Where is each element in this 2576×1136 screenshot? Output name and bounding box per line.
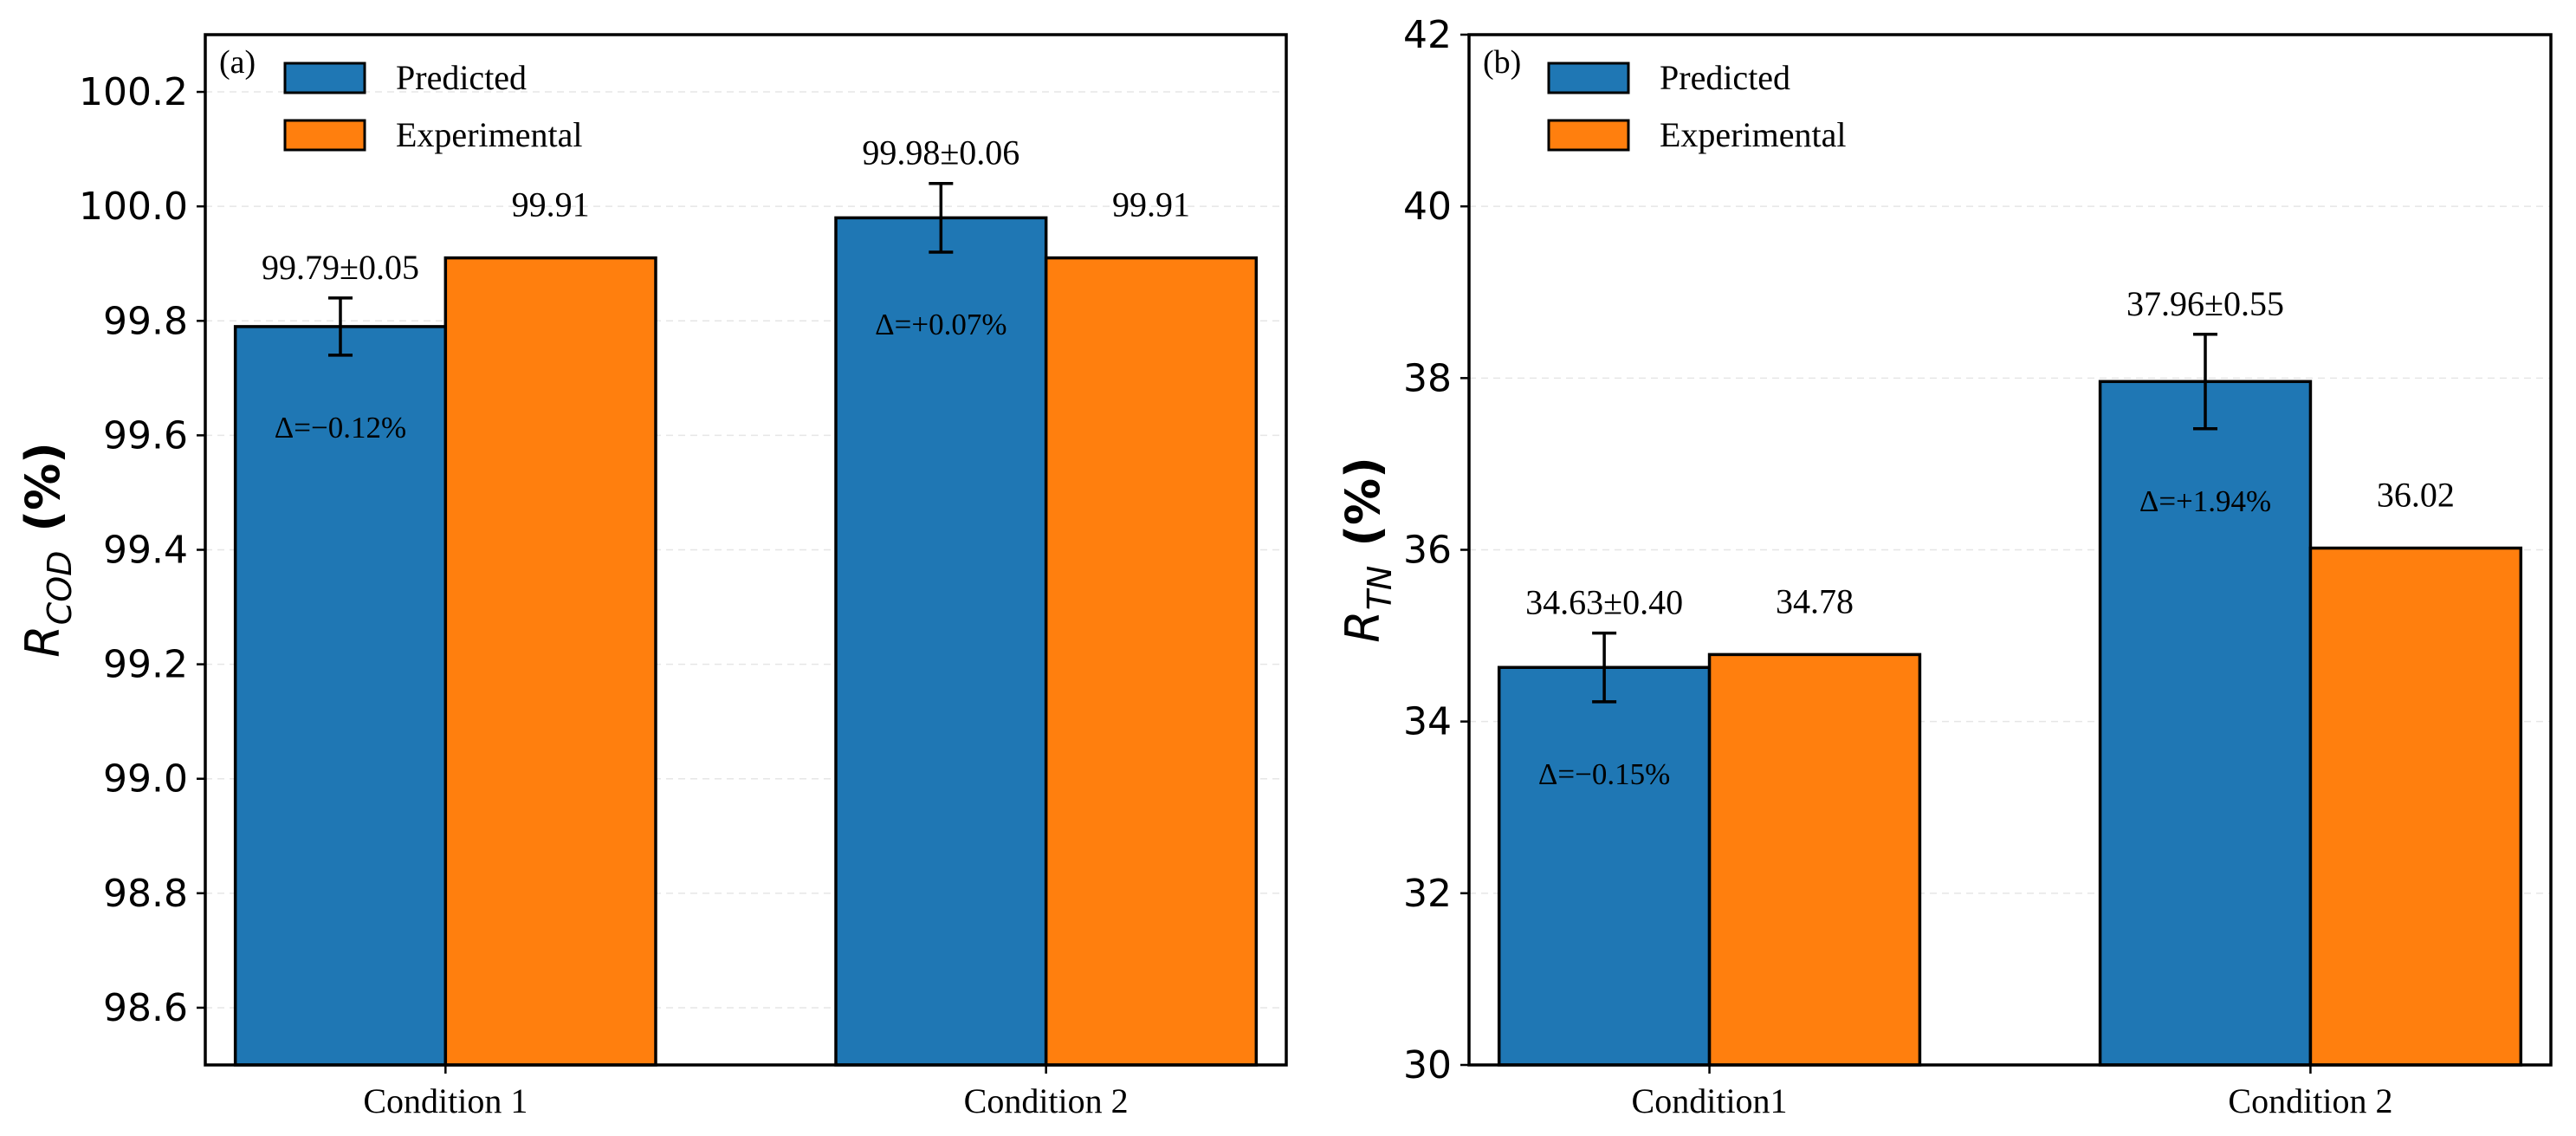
y-tick-label: 42 <box>1403 13 1452 57</box>
y-tick-label: 30 <box>1403 1043 1452 1087</box>
predicted-bar-1 <box>1497 665 1712 1067</box>
y-tick-label: 32 <box>1403 872 1452 916</box>
y-tick-label: 98.8 <box>103 872 188 916</box>
legend-label-predicted: Predicted <box>396 58 527 97</box>
y-tick-label: 100.2 <box>79 70 188 114</box>
delta-annotation: Δ=−0.15% <box>1538 757 1670 791</box>
legend: Predicted Experimental <box>283 58 582 154</box>
x-tick-label: Condition 1 <box>363 1081 527 1120</box>
y-axis-label: RCOD (%) <box>16 442 79 658</box>
plot-frame <box>1467 33 2553 1067</box>
data-label-predicted: 99.98±0.06 <box>862 133 1019 172</box>
y-tick-label: 99.2 <box>103 643 188 687</box>
y-axis-label-unit: (%) <box>16 442 70 531</box>
delta-annotation: Δ=+0.07% <box>875 308 1006 341</box>
data-label-predicted: 34.63±0.40 <box>1525 583 1683 622</box>
legend-swatch-predicted <box>283 62 366 94</box>
data-label-experimental: 99.91 <box>1112 185 1190 224</box>
data-label-experimental: 99.91 <box>512 185 590 224</box>
y-tick-label: 98.6 <box>103 986 188 1030</box>
experimental-bar-2 <box>1044 256 1259 1067</box>
legend-swatch-experimental <box>283 119 366 152</box>
y-tick-label: 99.8 <box>103 299 188 343</box>
delta-annotation: Δ=−0.12% <box>275 411 406 445</box>
y-tick-label: 38 <box>1403 356 1452 400</box>
legend-label-predicted: Predicted <box>1660 58 1790 97</box>
legend-label-experimental: Experimental <box>1660 115 1846 154</box>
x-tick-label: Condition1 <box>1632 1081 1788 1120</box>
chart-panel-b: 34.63±0.40 Δ=−0.15% 34.78 Condition1 37.96±0… <box>1336 13 2553 1120</box>
y-tick-label: 40 <box>1403 185 1452 229</box>
panel-label: (a) <box>219 44 256 81</box>
y-tick-label: 34 <box>1403 700 1452 744</box>
legend: Predicted Experimental <box>1547 58 1846 154</box>
y-axis-label-main: R <box>1336 610 1390 643</box>
y-tick-label: 100.0 <box>79 185 188 229</box>
chart-panel-a: 99.79±0.05 Δ=−0.12% 99.91 Condition 1 99.98±… <box>16 33 1288 1120</box>
data-label-experimental: 34.78 <box>1776 581 1854 620</box>
x-tick-label: Condition 2 <box>964 1081 1129 1120</box>
experimental-bar-1 <box>443 256 657 1067</box>
legend-swatch-predicted <box>1547 62 1630 94</box>
data-label-predicted: 99.79±0.05 <box>262 248 419 287</box>
predicted-bar-2 <box>834 216 1048 1067</box>
delta-annotation: Δ=+1.94% <box>2139 484 2271 518</box>
y-tick-label: 99.0 <box>103 757 188 802</box>
y-axis-label-sub: TN <box>1361 566 1399 611</box>
x-tick-label: Condition 2 <box>2228 1081 2392 1120</box>
data-label-predicted: 37.96±0.55 <box>2126 284 2284 323</box>
legend-swatch-experimental <box>1547 119 1630 152</box>
y-tick-label: 36 <box>1403 529 1452 573</box>
y-tick-label: 99.4 <box>103 529 188 573</box>
legend-label-experimental: Experimental <box>396 115 582 154</box>
plot-frame <box>204 33 1288 1067</box>
y-tick-label: 99.6 <box>103 413 188 458</box>
y-axis-label: RTN (%) <box>1336 457 1399 643</box>
experimental-bar-2 <box>2308 546 2523 1067</box>
experimental-bar-1 <box>1707 652 1922 1067</box>
panel-label: (b) <box>1483 44 1521 81</box>
data-label-experimental: 36.02 <box>2377 476 2455 515</box>
y-axis-label-unit: (%) <box>1336 457 1390 546</box>
y-axis-label-sub: COD <box>41 551 79 626</box>
y-axis-label-main: R <box>16 625 70 658</box>
